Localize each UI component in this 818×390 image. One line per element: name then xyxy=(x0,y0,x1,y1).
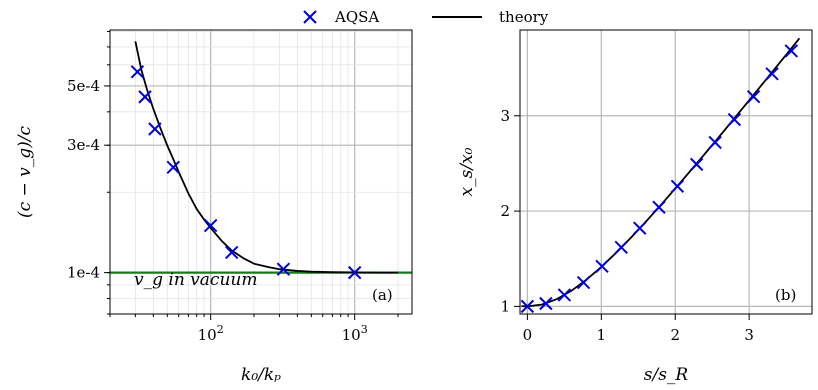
aqsa-point xyxy=(746,90,761,104)
aqsa-point xyxy=(148,122,162,136)
aqsa-point xyxy=(539,296,553,311)
x-tick-label: 0 xyxy=(523,326,533,344)
x-tick-label: 1 xyxy=(597,326,607,344)
aqsa-point xyxy=(614,240,628,254)
x-tick-label: 2 xyxy=(670,326,680,344)
y-tick-label: 1 xyxy=(500,297,510,315)
aqsa-point xyxy=(633,221,647,235)
aqsa-point xyxy=(276,262,291,276)
aqsa-point xyxy=(576,275,591,290)
x-tick-label: 3 xyxy=(744,326,754,344)
panel-a-aqsa-points xyxy=(130,65,362,280)
panel-b-aqsa-points xyxy=(520,44,799,314)
aqsa-point xyxy=(689,157,704,172)
theory-curve xyxy=(134,41,399,274)
panel-b-label: (b) xyxy=(775,286,796,304)
panel-a-ylabel: (c − v_g)/c xyxy=(15,125,35,218)
x-tick-label: 102 xyxy=(198,323,224,344)
panel-a-xlabel: k₀/kₚ xyxy=(241,365,281,385)
aqsa-point xyxy=(138,90,152,104)
aqsa-point xyxy=(520,299,535,314)
panel-a: 1e-4 3e-4 5e-4 102 103 v_g in vacuum (a) k₀/… xyxy=(15,29,413,385)
aqsa-point xyxy=(765,67,779,81)
panel-b-ylabel: x_s/x₀ xyxy=(457,147,477,196)
y-tick-label: 2 xyxy=(500,202,510,220)
aqsa-point xyxy=(595,259,609,274)
aqsa-point xyxy=(347,265,362,280)
aqsa-point xyxy=(670,179,685,194)
aqsa-point xyxy=(203,218,218,233)
y-tick-label: 3e-4 xyxy=(67,136,100,154)
panel-b-frame xyxy=(519,29,813,315)
aqsa-point xyxy=(784,44,799,58)
aqsa-point xyxy=(708,135,722,150)
aqsa-point xyxy=(727,112,742,127)
theory-curve xyxy=(521,37,801,308)
legend-aqsa-marker xyxy=(303,10,317,24)
panel-b-grid xyxy=(520,30,812,314)
legend-theory-label: theory xyxy=(499,8,549,26)
panel-a-label: (a) xyxy=(372,286,393,304)
aqsa-point xyxy=(652,200,666,214)
aqsa-point xyxy=(225,245,239,260)
panel-a-annotation: v_g in vacuum xyxy=(134,270,257,290)
legend: AQSA theory xyxy=(303,8,549,26)
panel-b-theory-curve xyxy=(521,37,801,308)
legend-aqsa-x-icon xyxy=(303,10,317,24)
aqsa-point xyxy=(130,65,145,79)
panel-a-theory-curve xyxy=(134,41,399,274)
panel-b-xlabel: s/s_R xyxy=(644,365,689,385)
legend-aqsa-label: AQSA xyxy=(334,8,379,26)
panel-a-frame xyxy=(109,29,413,315)
y-tick-label: 5e-4 xyxy=(67,77,100,95)
panel-a-ticks: 1e-4 3e-4 5e-4 102 103 xyxy=(67,30,399,344)
y-tick-label: 1e-4 xyxy=(67,264,100,282)
aqsa-point xyxy=(166,160,180,174)
aqsa-point xyxy=(557,288,572,302)
x-tick-label: 103 xyxy=(342,323,368,344)
y-tick-label: 3 xyxy=(500,107,510,125)
